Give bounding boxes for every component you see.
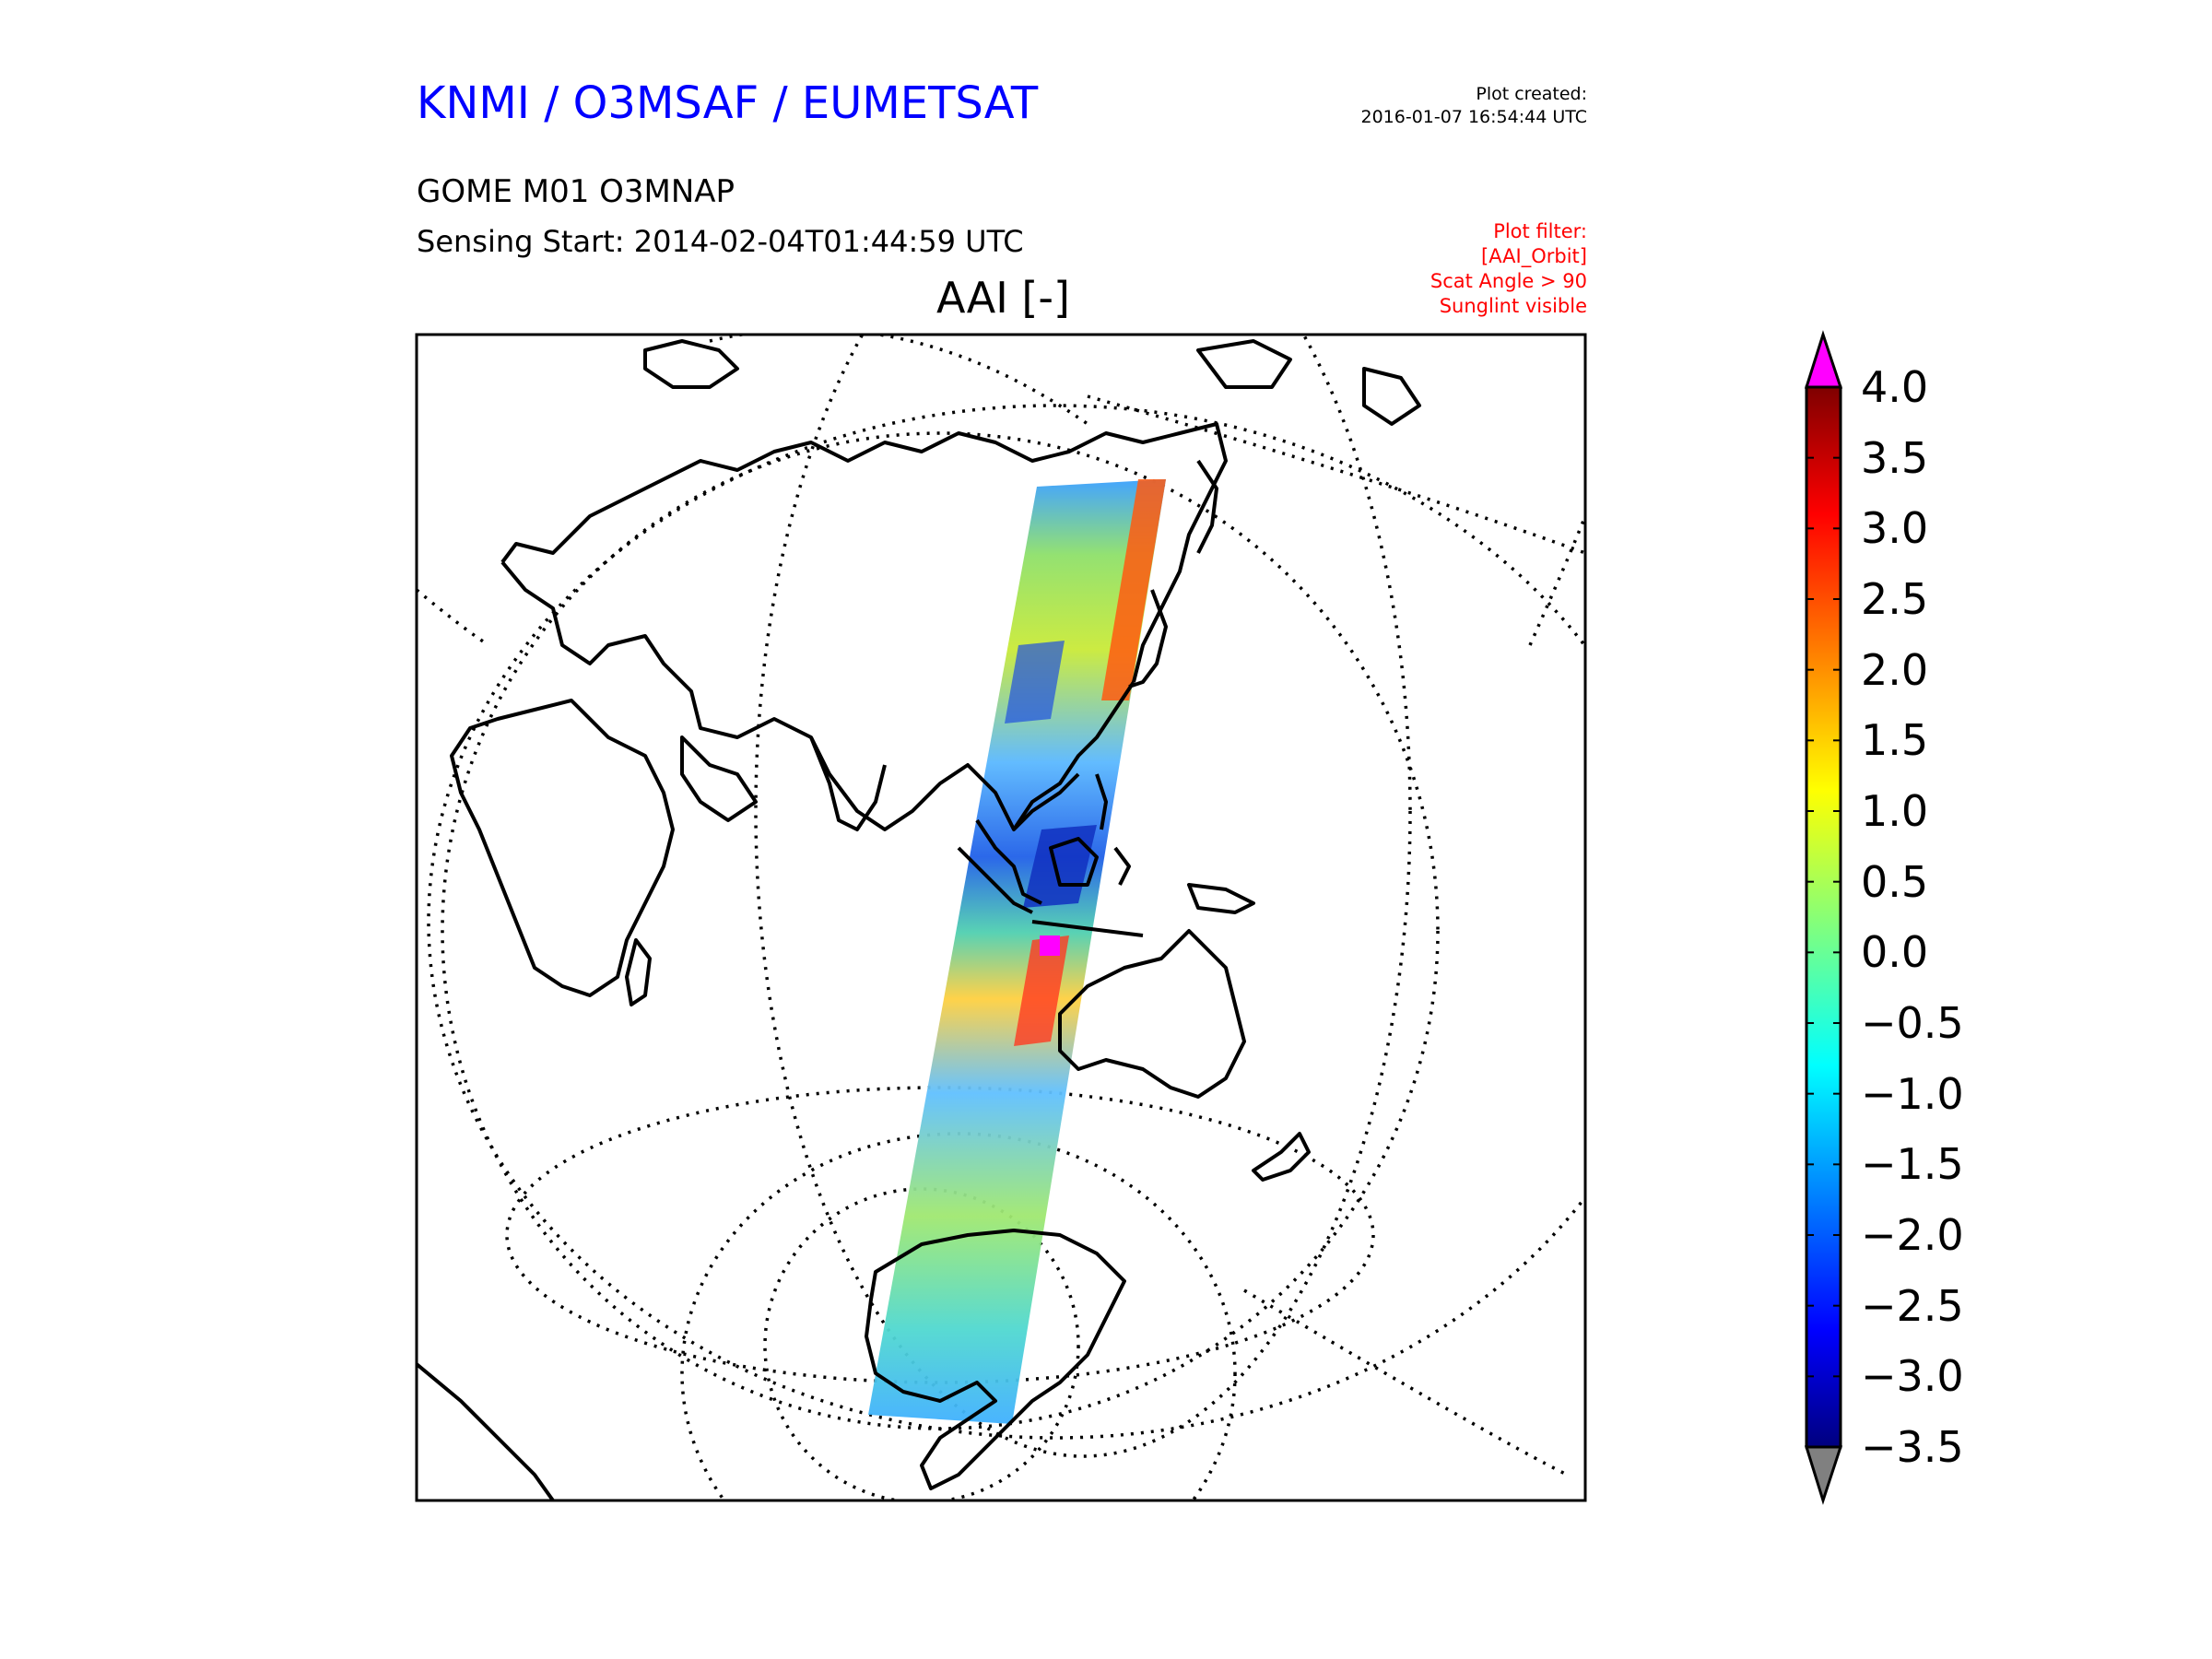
coastline-arctic-island	[643, 339, 739, 389]
coastline-philippines	[1095, 773, 1108, 830]
aai-swath	[868, 479, 1166, 1424]
coastline-eurasia-south	[500, 560, 1080, 831]
coastline-africa	[450, 699, 675, 997]
map-frame	[415, 333, 1587, 1502]
coastline-malaysia	[975, 818, 1042, 905]
coastline-kamchatka	[1196, 459, 1218, 554]
colorbar-tick-label: −0.5	[1861, 998, 1964, 1048]
colorbar-tick-label: −1.5	[1861, 1139, 1964, 1190]
coastline-eurasia-north	[500, 422, 1228, 683]
latitude-arc	[417, 588, 489, 647]
colorbar-tick-label: 3.0	[1861, 503, 1929, 554]
coastline-sulawesi	[1113, 846, 1131, 886]
map-content	[417, 335, 1585, 1500]
colorbar-tick-label: 2.0	[1861, 644, 1929, 695]
sensing-start: Sensing Start: 2014-02-04T01:44:59 UTC	[417, 224, 1024, 259]
latitude-arc	[709, 335, 1089, 426]
coastline-antarctica	[865, 1229, 1126, 1490]
coastline-india	[809, 736, 887, 831]
org-title: KNMI / O3MSAF / EUMETSAT	[417, 77, 1039, 129]
polar-circle	[763, 1187, 1080, 1500]
colorbar-tick-label: 4.0	[1861, 362, 1929, 412]
filter-line: Scat Angle > 90	[1430, 270, 1587, 292]
latitude-circle	[427, 404, 1585, 1440]
coastline-madagascar	[625, 938, 652, 1006]
coastline-new-zealand	[1252, 1132, 1311, 1182]
coastline-arctic-island	[1362, 367, 1421, 426]
plot-filter: Plot filter: [AAI_Orbit] Scat Angle > 90…	[1430, 219, 1587, 319]
filter-line: Plot filter:	[1493, 220, 1587, 242]
swath-strip	[868, 479, 1166, 1424]
coastlines	[417, 339, 1421, 1500]
colorbar-under-triangle	[1804, 1445, 1843, 1505]
swath-peak	[1040, 935, 1060, 956]
colorbar-tick-label: −1.0	[1861, 1068, 1964, 1119]
coastline-sumatra	[957, 846, 1033, 914]
colorbar-tick-label: −2.5	[1861, 1280, 1964, 1331]
plot-created-value: 2016-01-07 16:54:44 UTC	[1360, 107, 1588, 127]
swath-hotspot	[1101, 479, 1166, 700]
colorbar-tick-label: 0.5	[1861, 856, 1929, 907]
colorbar-tick-label: 1.5	[1861, 715, 1929, 766]
colorbar-tick-label: −3.5	[1861, 1422, 1964, 1472]
product-name: GOME M01 O3MNAP	[417, 173, 735, 210]
colorbar-tick-label: 2.5	[1861, 574, 1929, 624]
plot-created: Plot created: 2016-01-07 16:54:44 UTC	[1361, 83, 1588, 129]
filter-line: [AAI_Orbit]	[1481, 245, 1587, 267]
coastline-japan	[1128, 589, 1168, 688]
colorbar-tick-label: 0.0	[1861, 927, 1929, 978]
latitude-arc	[1087, 394, 1585, 555]
filter-line: Sunglint visible	[1439, 295, 1587, 317]
coastline-arctic-island	[1196, 339, 1292, 389]
swath-low	[1023, 825, 1097, 908]
coastline-arabia	[680, 735, 758, 822]
coastline-australia	[1058, 929, 1246, 1099]
swath-hotspot	[1014, 935, 1069, 1046]
colorbar-ticks	[1806, 386, 1841, 1448]
coastline-borneo	[1049, 837, 1099, 887]
swath-low	[1005, 641, 1065, 724]
colorbar-gradient	[1805, 385, 1842, 1449]
latitude-arc	[1528, 515, 1585, 646]
latitude-arc	[1243, 1288, 1568, 1477]
colorbar-over-triangle	[1804, 330, 1843, 389]
plot-created-label: Plot created:	[1476, 84, 1587, 104]
coastline-new-guinea	[1187, 883, 1255, 914]
coastline-south-america	[417, 1362, 555, 1500]
meridian-line	[754, 335, 1412, 1458]
colorbar-tick-label: 1.0	[1861, 786, 1929, 836]
colorbar-tick-label: −3.0	[1861, 1351, 1964, 1402]
coastline-java	[1031, 920, 1144, 937]
colorbar-tick-label: 3.5	[1861, 432, 1929, 483]
map-title: AAI [-]	[936, 273, 1070, 323]
colorbar-tick-label: −2.0	[1861, 1210, 1964, 1260]
coastline-east-asia	[1012, 680, 1135, 831]
